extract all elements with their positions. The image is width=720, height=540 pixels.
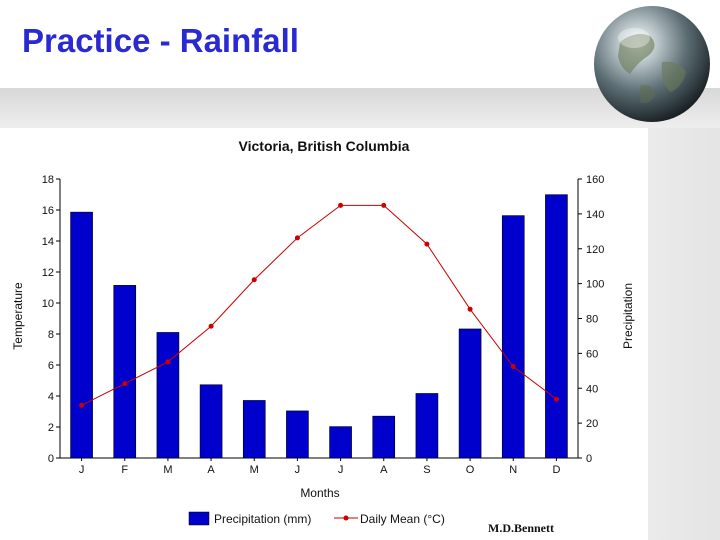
y-axis-left-label: Temperature bbox=[11, 282, 25, 350]
legend-daily-mean-label: Daily Mean (°C) bbox=[360, 512, 445, 526]
daily-mean-point bbox=[467, 306, 473, 312]
precipitation-bar bbox=[286, 410, 309, 459]
globe-icon bbox=[594, 6, 710, 122]
y-right-tick-label: 140 bbox=[586, 209, 604, 221]
x-tick-label: J bbox=[338, 464, 344, 476]
x-tick-label: F bbox=[121, 464, 128, 476]
daily-mean-point bbox=[208, 323, 214, 329]
daily-mean-point bbox=[338, 202, 344, 208]
x-tick-label: D bbox=[552, 464, 560, 476]
y-left-tick-label: 2 bbox=[48, 422, 54, 434]
daily-mean-line bbox=[81, 204, 557, 406]
legend: Precipitation (mm) Daily Mean (°C) bbox=[188, 511, 445, 526]
y-left-tick-label: 12 bbox=[42, 267, 54, 279]
precipitation-bar bbox=[458, 328, 482, 459]
daily-mean-point bbox=[553, 396, 559, 402]
precipitation-bar bbox=[415, 393, 439, 459]
daily-mean-point bbox=[251, 277, 257, 283]
precipitation-bar bbox=[70, 211, 93, 459]
precipitation-bar bbox=[545, 194, 568, 459]
x-tick-label: A bbox=[207, 464, 215, 476]
y-right-tick-label: 160 bbox=[586, 174, 604, 186]
x-tick-label: A bbox=[380, 464, 388, 476]
daily-mean-point bbox=[79, 402, 85, 408]
chart-title: Victoria, British Columbia bbox=[239, 138, 410, 154]
precipitation-bar bbox=[242, 400, 266, 459]
daily-mean-point bbox=[294, 235, 300, 241]
y-right-tick-label: 80 bbox=[586, 314, 598, 326]
y-left-tick-label: 10 bbox=[42, 298, 54, 310]
y-left-tick-label: 6 bbox=[48, 360, 54, 372]
daily-mean-point bbox=[122, 381, 128, 387]
y-left-tick-label: 0 bbox=[48, 453, 54, 465]
x-tick-label: S bbox=[423, 464, 430, 476]
precipitation-bar bbox=[372, 415, 396, 459]
y-left-tick-label: 16 bbox=[42, 205, 54, 217]
x-tick-label: J bbox=[295, 464, 301, 476]
precipitation-bar bbox=[156, 332, 180, 459]
plot-area: 0 2 4 6 8 10 12 14 16 18 0 20 40 60 80 100 120 140 160 J F M A… bbox=[42, 174, 605, 476]
x-axis-label: Months bbox=[300, 486, 339, 500]
legend-precipitation-swatch bbox=[188, 511, 210, 526]
x-tick-label: M bbox=[163, 464, 172, 476]
x-tick-label: J bbox=[79, 464, 85, 476]
y-left-tick-label: 18 bbox=[42, 174, 54, 186]
chart-container: Victoria, British Columbia Months Temper… bbox=[8, 128, 648, 540]
daily-mean-point bbox=[381, 202, 387, 208]
x-tick-label: N bbox=[509, 464, 517, 476]
y-right-tick-label: 100 bbox=[586, 279, 604, 291]
y-right-tick-label: 40 bbox=[586, 383, 598, 395]
legend-precipitation-label: Precipitation (mm) bbox=[214, 512, 311, 526]
author-watermark: M.D.Bennett bbox=[488, 521, 554, 535]
slide-title: Practice - Rainfall bbox=[22, 22, 299, 59]
precipitation-bar bbox=[501, 215, 525, 459]
y-right-tick-label: 20 bbox=[586, 418, 598, 430]
daily-mean-point bbox=[510, 364, 516, 370]
y-left-tick-label: 8 bbox=[48, 329, 54, 341]
x-tick-label: O bbox=[466, 464, 475, 476]
legend-daily-mean-marker bbox=[343, 515, 349, 521]
precipitation-bar bbox=[113, 285, 137, 459]
daily-mean-point bbox=[424, 241, 430, 247]
y-left-tick-label: 14 bbox=[42, 236, 54, 248]
x-tick-label: M bbox=[250, 464, 259, 476]
daily-mean-point bbox=[165, 359, 171, 365]
y-left-tick-label: 4 bbox=[48, 391, 54, 403]
y-axis-right-label: Precipitation bbox=[621, 283, 635, 349]
y-right-tick-label: 60 bbox=[586, 348, 598, 360]
precipitation-bar bbox=[329, 426, 352, 459]
y-right-tick-label: 0 bbox=[586, 453, 592, 465]
y-right-tick-label: 120 bbox=[586, 244, 604, 256]
slide-header-band bbox=[0, 88, 720, 128]
precipitation-bar bbox=[199, 384, 223, 459]
climate-chart: Victoria, British Columbia Months Temper… bbox=[11, 138, 635, 526]
